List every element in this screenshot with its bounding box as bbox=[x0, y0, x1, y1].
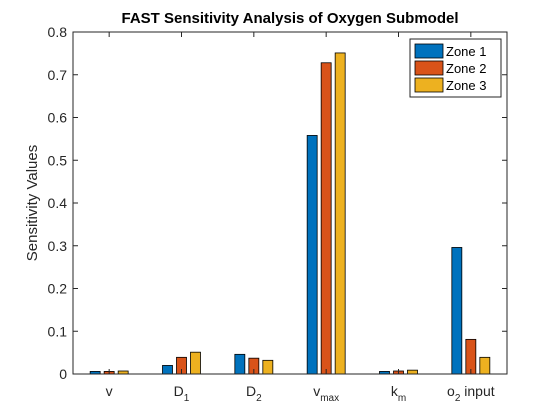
bar-1-4 bbox=[306, 135, 318, 375]
y-tick-label: 0.6 bbox=[48, 110, 68, 126]
legend-swatch bbox=[414, 77, 444, 93]
x-tick-label: o2 input bbox=[447, 383, 495, 404]
bar-3-5 bbox=[407, 369, 418, 375]
bar-2-4 bbox=[320, 62, 332, 375]
x-tick-label: km bbox=[391, 383, 406, 404]
legend-label: Zone 3 bbox=[446, 78, 486, 93]
legend-swatch bbox=[414, 60, 444, 76]
x-tick-label: v bbox=[106, 383, 113, 399]
bar-1-6 bbox=[451, 247, 463, 375]
y-axis-ticks: 0 0.1 0.2 0.3 0.4 0.5 0.6 0.7 0.8 bbox=[48, 24, 507, 382]
bar-3-6 bbox=[479, 356, 491, 375]
legend-swatch bbox=[414, 43, 444, 59]
x-tick-label: D1 bbox=[174, 383, 190, 404]
y-axis-label: Sensitivity Values bbox=[24, 145, 41, 261]
y-tick-label: 0.8 bbox=[48, 24, 68, 40]
y-tick-label: 0.2 bbox=[48, 281, 68, 297]
y-tick-label: 0.5 bbox=[48, 152, 68, 168]
y-tick-label: 0.7 bbox=[48, 67, 68, 83]
bar-3-3 bbox=[262, 359, 274, 375]
legend-label: Zone 1 bbox=[446, 44, 486, 59]
bar-1-2 bbox=[162, 365, 173, 375]
chart-title: FAST Sensitivity Analysis of Oxygen Subm… bbox=[121, 10, 458, 27]
y-tick-label: 0.1 bbox=[48, 323, 68, 339]
bar-3-4 bbox=[334, 52, 346, 375]
bar-2-6 bbox=[465, 338, 477, 375]
y-tick-label: 0 bbox=[59, 366, 67, 382]
bar-1-3 bbox=[234, 353, 246, 375]
y-tick-label: 0.4 bbox=[48, 195, 68, 211]
legend-label: Zone 2 bbox=[446, 61, 486, 76]
bar-3-2 bbox=[190, 351, 201, 375]
bar-group bbox=[89, 52, 491, 375]
x-tick-label: vmax bbox=[313, 383, 339, 404]
y-tick-label: 0.3 bbox=[48, 238, 68, 254]
x-tick-label: D2 bbox=[246, 383, 262, 404]
legend: Zone 1 Zone 2 Zone 3 bbox=[409, 38, 502, 98]
x-axis-ticks: v D1 D2 vmax km o2 input bbox=[106, 32, 495, 404]
